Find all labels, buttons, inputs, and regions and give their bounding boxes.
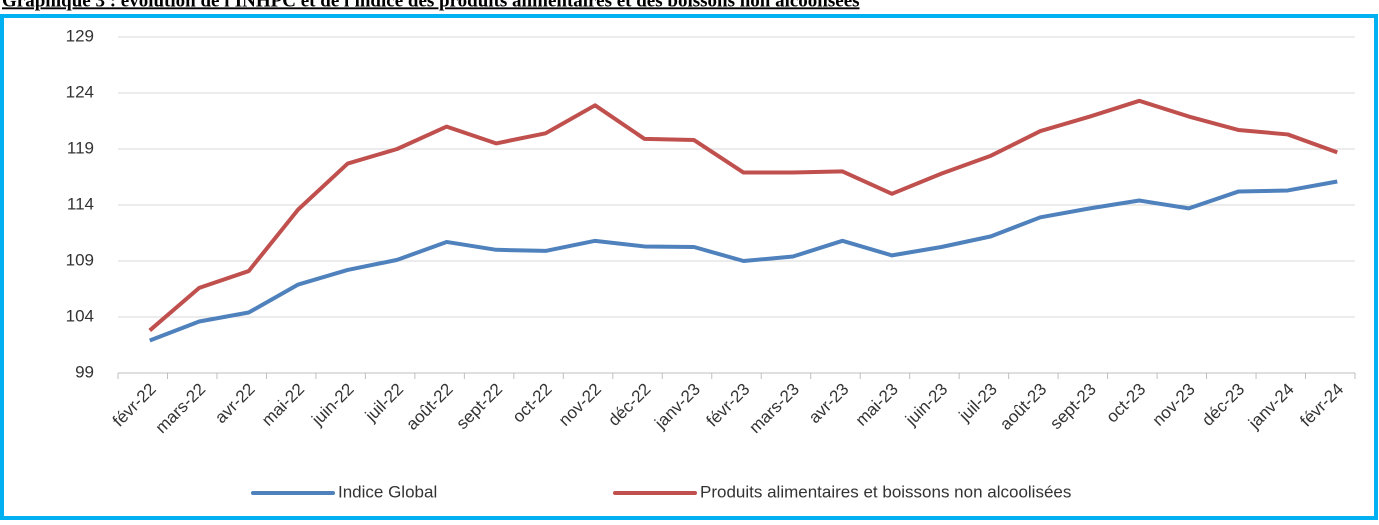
y-tick-label: 129 (66, 26, 94, 45)
y-tick-label: 114 (67, 194, 94, 213)
y-tick-label: 124 (66, 82, 94, 101)
y-tick-label: 119 (67, 138, 94, 157)
data-line (148, 98, 1338, 332)
legend-label: Produits alimentaires et boissons non al… (700, 482, 1071, 501)
legend-label: Indice Global (338, 482, 437, 501)
y-tick-label: 99 (75, 362, 94, 381)
y-tick-label: 109 (66, 250, 94, 269)
chart-title: Graphique 3 : évolution de l'INHPC et de… (2, 0, 860, 11)
y-tick-label: 104 (66, 306, 94, 325)
chart-frame (0, 14, 1378, 520)
data-line (149, 179, 1338, 343)
